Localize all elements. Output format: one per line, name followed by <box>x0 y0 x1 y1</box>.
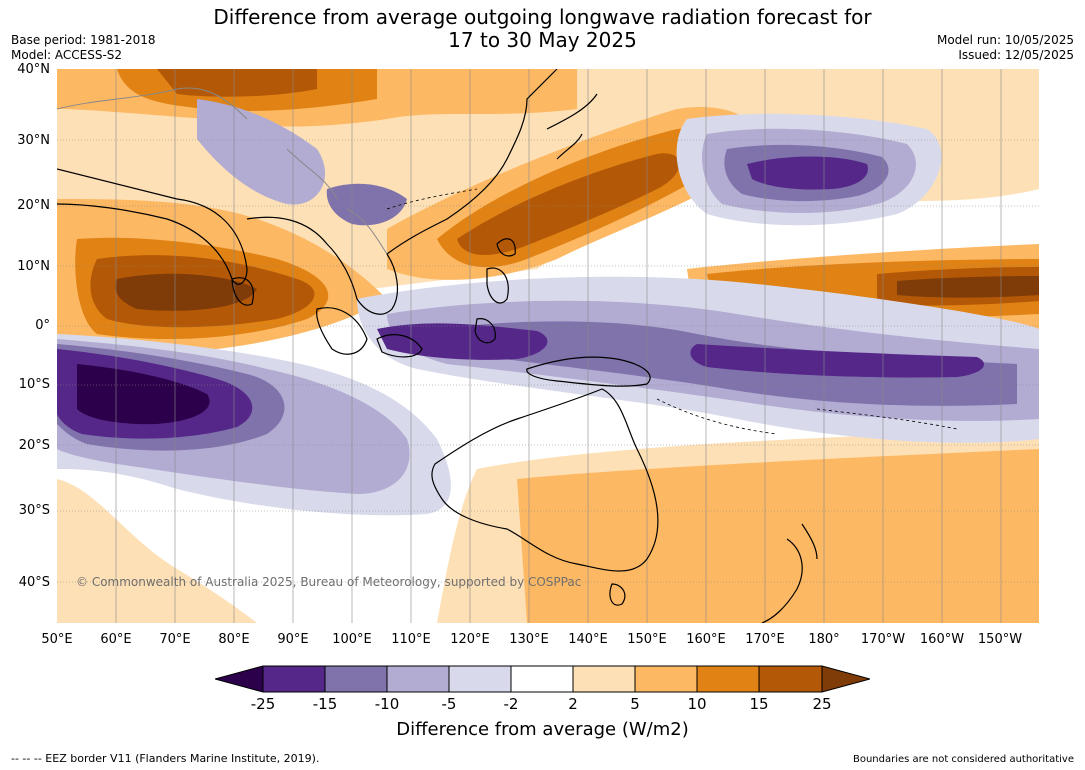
map-title-line1: Difference from average outgoing longwav… <box>213 5 872 29</box>
colorbar-tick: -15 <box>312 695 338 713</box>
colorbar <box>215 665 870 693</box>
colorbar-swatch <box>325 666 387 692</box>
model-label: Model: ACCESS-S2 <box>11 48 123 62</box>
eez-legend: -- -- -- EEZ border V11 (Flanders Marine… <box>11 752 320 765</box>
boundaries-note: Boundaries are not considered authoritat… <box>852 754 1074 765</box>
lon-label-130e: 130°E <box>509 632 549 647</box>
colorbar-tick: 5 <box>630 695 640 713</box>
map-graticule <box>57 69 1039 623</box>
lon-label-170w: 170°W <box>860 632 906 647</box>
colorbar-swatch <box>759 666 822 692</box>
colorbar-tick: -2 <box>503 695 519 713</box>
olr-anomaly-map <box>57 69 1039 623</box>
lon-label-120e: 120°E <box>450 632 490 647</box>
new-guinea-coastline <box>526 356 651 387</box>
lon-label-140e: 140°E <box>568 632 608 647</box>
country-borders <box>57 87 388 255</box>
lon-label-160w: 160°W <box>919 632 965 647</box>
taiwan-coastline <box>496 238 516 257</box>
issued-label: Issued: 12/05/2025 <box>958 48 1074 62</box>
colorbar-swatch <box>573 666 635 692</box>
colorbar-over-triangle <box>822 666 870 692</box>
colorbar-dividers <box>262 666 823 692</box>
tasmania-coastline <box>609 583 626 606</box>
australia-coastline <box>431 388 659 572</box>
lon-label-150w: 150°W <box>977 632 1023 647</box>
colorbar-title: Difference from average (W/m2) <box>396 719 689 740</box>
base-period-label: Base period: 1981-2018 <box>11 33 156 47</box>
colorbar-swatch <box>635 666 697 692</box>
lon-label-110e: 110°E <box>391 632 431 647</box>
colorbar-swatch <box>511 666 573 692</box>
lon-label-180: 180° <box>808 632 840 647</box>
lon-label-70e: 70°E <box>159 632 191 647</box>
colorbar-tick: 25 <box>812 695 832 713</box>
colorbar-tick: 10 <box>687 695 707 713</box>
lon-label-90e: 90°E <box>277 632 309 647</box>
india-coastline <box>57 168 248 285</box>
copyright-notice: © Commonwealth of Australia 2025, Bureau… <box>76 575 582 589</box>
eez-borders <box>386 188 958 435</box>
japan-coastline <box>546 93 598 160</box>
colorbar-tick: 15 <box>749 695 769 713</box>
model-run-label: Model run: 10/05/2025 <box>936 33 1074 47</box>
colorbar-swatch <box>387 666 449 692</box>
sri-lanka-coastline <box>231 277 254 306</box>
lat-label-40n: 40°N <box>17 62 50 77</box>
lon-label-170e: 170°E <box>745 632 785 647</box>
lat-label-40s: 40°S <box>18 575 50 590</box>
lat-label-10n: 10°N <box>17 259 50 274</box>
sumatra-coastline <box>316 307 368 355</box>
lat-label-10s: 10°S <box>18 377 50 392</box>
lat-label-20s: 20°S <box>18 438 50 453</box>
lon-label-150e: 150°E <box>627 632 667 647</box>
philippines-coastline <box>486 267 509 304</box>
lat-label-20n: 20°N <box>17 198 50 213</box>
colorbar-swatch <box>263 666 325 692</box>
borneo-coastline <box>376 334 423 358</box>
lon-label-50e: 50°E <box>41 632 73 647</box>
map-title-line2: 17 to 30 May 2025 <box>448 28 637 52</box>
colorbar-tick: -5 <box>441 695 457 713</box>
lat-label-30s: 30°S <box>18 503 50 518</box>
new-zealand-coastline <box>761 523 818 623</box>
lon-label-80e: 80°E <box>218 632 250 647</box>
lat-label-30n: 30°N <box>17 133 50 148</box>
colorbar-tick: -10 <box>374 695 400 713</box>
lat-label-0: 0° <box>35 318 50 333</box>
lon-label-160e: 160°E <box>686 632 726 647</box>
colorbar-swatch <box>449 666 511 692</box>
colorbar-tick: 2 <box>568 695 578 713</box>
lon-label-100e: 100°E <box>332 632 372 647</box>
colorbar-under-triangle <box>215 666 263 692</box>
lon-label-60e: 60°E <box>100 632 132 647</box>
colorbar-tick: -25 <box>250 695 276 713</box>
sulawesi-coastline <box>474 318 496 344</box>
colorbar-swatch <box>697 666 759 692</box>
